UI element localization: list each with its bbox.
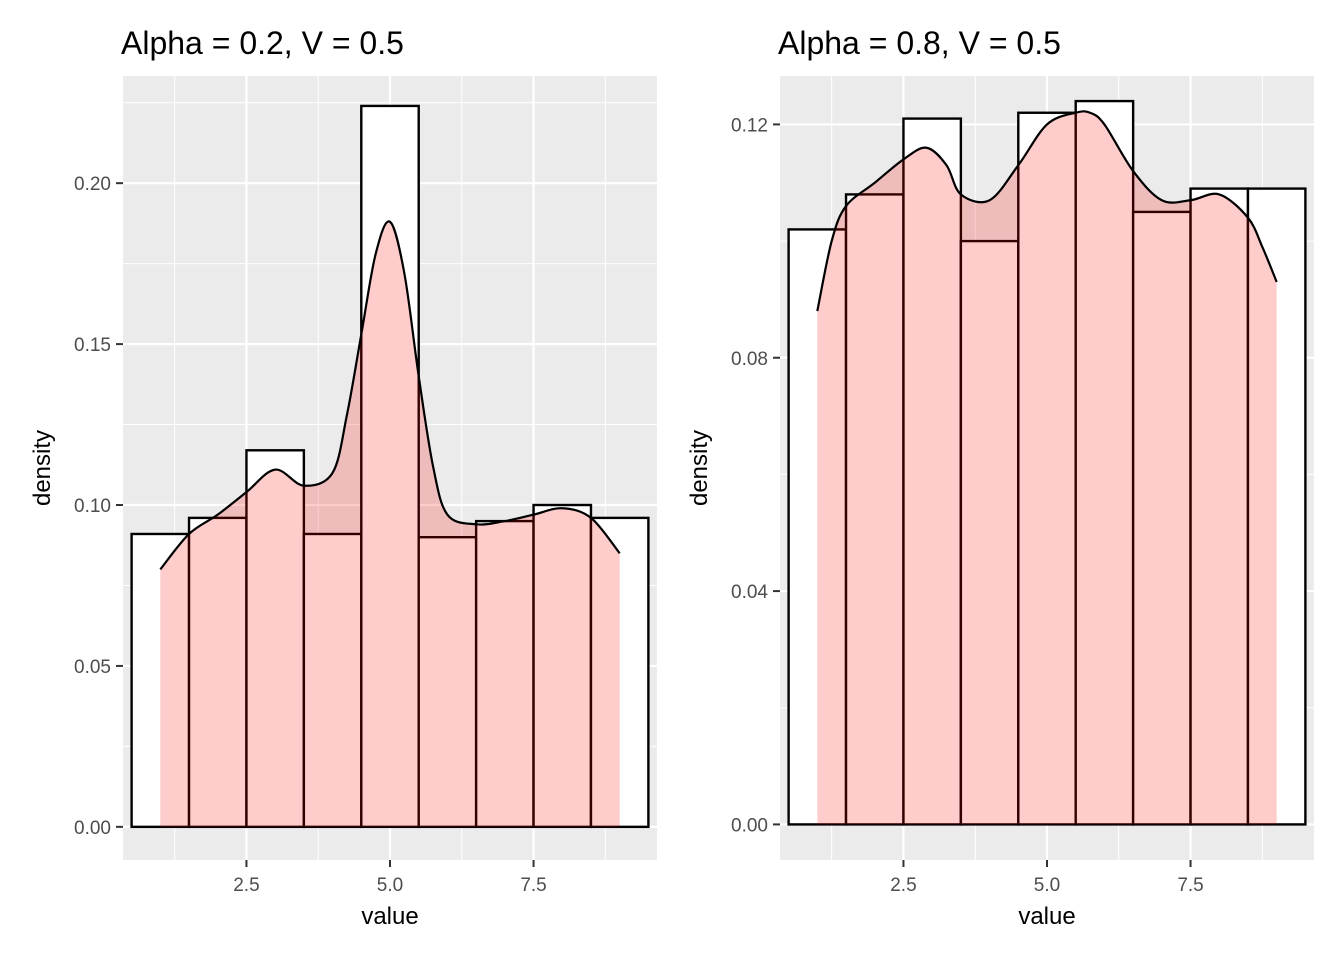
y-tick-label: 0.00 <box>74 818 111 839</box>
density-curve <box>159 220 621 571</box>
histogram-bar <box>787 228 848 826</box>
x-tick-label: 5.0 <box>377 875 403 896</box>
y-tick-label: 0.12 <box>731 115 768 136</box>
y-tick-label: 0.10 <box>74 496 111 517</box>
panel-2: 2.5 5.0 7.5 0.00 0.04 0.08 0.12 Alpha = 0.8, V … <box>686 25 1314 930</box>
y-tick-label: 0.20 <box>74 174 111 195</box>
x-tick-label: 5.0 <box>1034 875 1060 896</box>
y-axis-label: density <box>686 430 713 506</box>
density-curve <box>816 110 1278 312</box>
y-axis-label: density <box>29 430 56 506</box>
density-area <box>160 221 620 827</box>
x-tick-label: 7.5 <box>1177 875 1203 896</box>
histogram-bar <box>360 104 420 829</box>
panel-1: 2.5 5.0 7.5 0.00 0.05 0.10 0.15 0.20 Alpha = 0.2… <box>29 25 657 930</box>
histogram-bar <box>417 535 478 829</box>
histogram-bar <box>1131 210 1192 826</box>
y-tick-label: 0.08 <box>731 349 768 370</box>
histogram-bar <box>589 516 650 829</box>
histogram-bar <box>844 193 905 826</box>
histogram-bar <box>245 449 306 829</box>
chart-title: Alpha = 0.8, V = 0.5 <box>778 25 1061 61</box>
x-axis-label: value <box>1018 903 1075 930</box>
y-tick-label: 0.15 <box>74 335 111 356</box>
x-tick-label: 2.5 <box>890 875 916 896</box>
histogram-bar <box>959 239 1020 826</box>
histogram-bar <box>1017 111 1077 826</box>
histogram-bar <box>1074 99 1135 826</box>
x-tick-label: 2.5 <box>233 875 259 896</box>
histogram-bar <box>130 532 191 829</box>
histogram-bar <box>532 503 593 829</box>
histogram-bar <box>1189 187 1250 826</box>
y-tick-label: 0.00 <box>731 815 768 836</box>
x-tick-label: 7.5 <box>520 875 546 896</box>
y-tick-label: 0.05 <box>74 657 111 678</box>
chart-title: Alpha = 0.2, V = 0.5 <box>121 25 404 61</box>
histogram-bar <box>1246 187 1307 826</box>
density-area <box>817 111 1277 825</box>
y-tick-label: 0.04 <box>731 582 768 603</box>
x-axis-label: value <box>361 903 418 930</box>
histogram-bar <box>187 516 248 829</box>
